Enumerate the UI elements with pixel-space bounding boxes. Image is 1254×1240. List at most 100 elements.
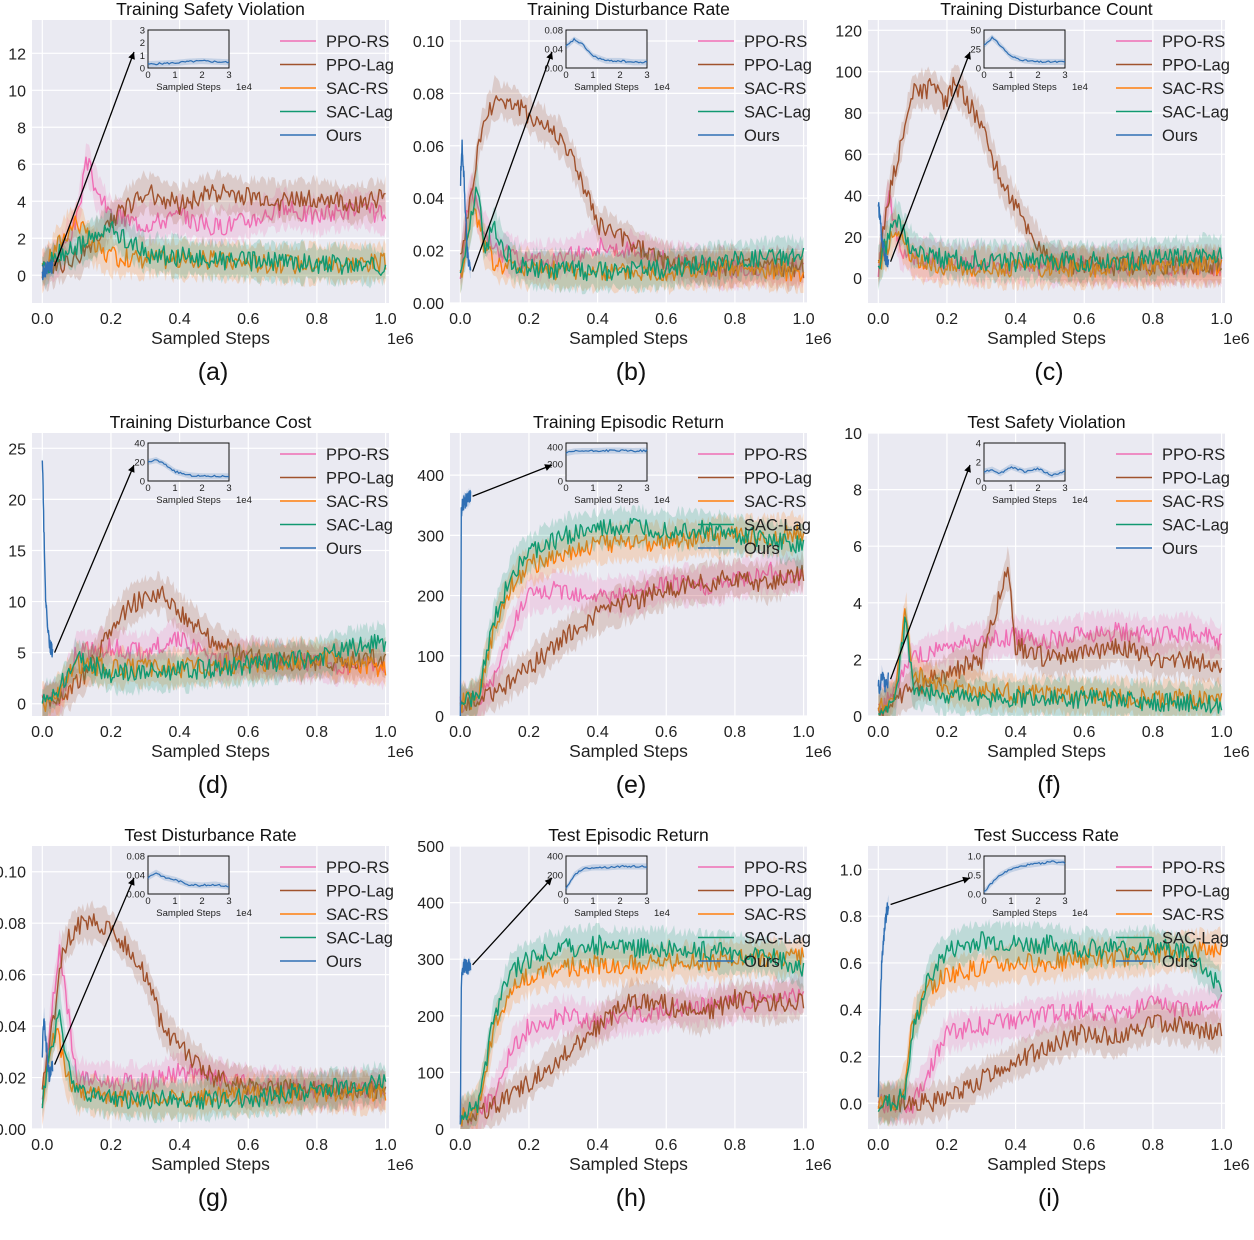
- inset-x-tick-label: 2: [199, 70, 204, 81]
- inset-line: [147, 459, 230, 478]
- series-group: [459, 486, 805, 716]
- inset-band: [566, 863, 647, 893]
- x-tick-label: 0.4: [586, 724, 608, 741]
- series-line-sac-lag: [459, 934, 805, 1125]
- chart-panel: 0.0 0.2 0.4 0.6 0.8 1.0 0.0 0.2 0.4 0.6 0.8 1.0 Test…: [836, 825, 1254, 1239]
- y-tick-label: 0: [435, 709, 444, 726]
- legend-label: PPO-Lag: [1162, 883, 1230, 901]
- y-tick-label: 8: [853, 483, 862, 500]
- legend-label: SAC-RS: [744, 493, 806, 511]
- y-tick-label: 0.04: [0, 1019, 26, 1036]
- x-multiplier: 1e6: [1223, 331, 1250, 348]
- legend-label: PPO-Lag: [326, 883, 394, 901]
- legend-label: PPO-RS: [1162, 446, 1225, 464]
- x-axis-label: Sampled Steps: [151, 741, 270, 761]
- inset-multiplier: 1e4: [654, 82, 670, 93]
- series-line-ppo-lag: [877, 76, 1223, 277]
- legend-label: Ours: [744, 540, 780, 558]
- series-line-ours: [41, 460, 54, 658]
- x-tick-label: 0.8: [1142, 311, 1164, 328]
- inset-multiplier: 1e4: [236, 82, 252, 93]
- x-tick-label: 0.4: [1004, 724, 1026, 741]
- series-line-sac-rs: [459, 523, 805, 713]
- y-tick-label: 10: [8, 595, 26, 612]
- y-tick-label: 10: [8, 83, 26, 100]
- inset-x-axis-label: Sampled Steps: [992, 495, 1057, 506]
- inset-x-tick-label: 3: [1062, 70, 1067, 81]
- x-tick-label: 0.2: [936, 724, 958, 741]
- legend-label: PPO-RS: [326, 33, 389, 51]
- series-line-ppo-rs: [41, 944, 387, 1100]
- y-tick-label: 25: [8, 441, 26, 458]
- y-tick-label: 0: [853, 709, 862, 726]
- inset-multiplier: 1e4: [1072, 82, 1088, 93]
- y-tick-label: 6: [17, 157, 26, 174]
- x-tick-label: 0.8: [306, 1137, 328, 1154]
- x-tick-label: 0.4: [1004, 311, 1026, 328]
- chart-panel: 0.00 0.02 0.04 0.06 0.08 0.10 0.0 0.2 0.4 0.6 0.8 1…: [413, 0, 836, 413]
- inset-x-axis-label: Sampled Steps: [574, 908, 639, 919]
- x-multiplier: 1e6: [805, 331, 832, 348]
- series-line-sac-lag: [877, 214, 1223, 273]
- y-tick-label: 0.08: [0, 916, 26, 933]
- x-axis-label: Sampled Steps: [569, 1154, 688, 1174]
- inset-frame: [983, 442, 1066, 482]
- y-tick-label: 1.0: [840, 862, 862, 879]
- inset-y-tick-label: 0.04: [545, 45, 564, 56]
- x-multiplier: 1e6: [805, 1157, 832, 1174]
- x-multiplier: 1e6: [1223, 1157, 1250, 1174]
- subfigure-label: (h): [615, 1184, 647, 1212]
- y-tick-label: 0.10: [0, 865, 26, 882]
- inset-x-axis-label: Sampled Steps: [992, 82, 1057, 93]
- series-line-sac-rs: [877, 230, 1223, 278]
- x-tick-label: 0.6: [655, 311, 677, 328]
- legend-label: PPO-RS: [744, 859, 807, 877]
- legend-label: PPO-Lag: [326, 57, 394, 75]
- inset-y-tick-label: 400: [547, 443, 563, 454]
- inset-x-tick-label: 2: [1035, 70, 1040, 81]
- inset-arrow-head: [964, 52, 971, 60]
- series-group: [877, 894, 1223, 1127]
- x-tick-label: 0.4: [586, 311, 608, 328]
- legend-label: Ours: [326, 540, 362, 558]
- series-band-ppo-lag: [42, 900, 386, 1115]
- y-tick-label: 0.06: [0, 968, 26, 985]
- series-line-ppo-lag: [459, 95, 805, 279]
- x-tick-label: 0.8: [306, 724, 328, 741]
- inset-x-axis-label: Sampled Steps: [156, 908, 221, 919]
- inset-y-tick-label: 2: [140, 38, 145, 49]
- series-line-sac-rs: [877, 941, 1223, 1112]
- inset-band: [148, 58, 229, 68]
- inset-multiplier: 1e4: [654, 908, 670, 919]
- chart-panel: 0 2 4 6 8 10 0.0 0.2 0.4 0.6 0.8 1.0 Test Safety Vio…: [836, 412, 1254, 826]
- legend-label: SAC-Lag: [744, 930, 811, 948]
- series-line-ppo-lag: [877, 1014, 1223, 1113]
- legend-label: PPO-RS: [744, 446, 807, 464]
- y-tick-label: 40: [844, 189, 862, 206]
- series-band-ppo-rs: [42, 616, 386, 716]
- series-band-ppo-rs: [460, 548, 804, 716]
- series-group: [459, 922, 805, 1129]
- chart-title: Training Episodic Return: [533, 412, 724, 432]
- chart-title: Training Disturbance Count: [940, 0, 1153, 19]
- x-tick-label: 0.4: [586, 1137, 608, 1154]
- inset-x-tick-label: 3: [644, 896, 649, 907]
- series-line-sac-lag: [41, 1009, 387, 1110]
- legend-label: SAC-Lag: [326, 104, 393, 122]
- legend-label: PPO-Lag: [1162, 57, 1230, 75]
- inset-y-tick-label: 0: [140, 64, 145, 75]
- inset-x-tick-label: 1: [172, 70, 177, 81]
- chart-panel: 0 2 4 6 8 10 12 0.0 0.2 0.4 0.6 0.8 1.0 Training Safe…: [0, 0, 418, 413]
- y-tick-label: 4: [853, 596, 862, 613]
- x-tick-label: 0.0: [867, 311, 889, 328]
- inset-y-tick-label: 25: [970, 45, 981, 56]
- legend-label: SAC-Lag: [326, 517, 393, 535]
- series-group: [877, 64, 1223, 292]
- y-tick-label: 400: [417, 468, 444, 485]
- x-tick-label: 0.2: [518, 724, 540, 741]
- inset-band: [566, 447, 647, 457]
- x-tick-label: 0.0: [867, 1137, 889, 1154]
